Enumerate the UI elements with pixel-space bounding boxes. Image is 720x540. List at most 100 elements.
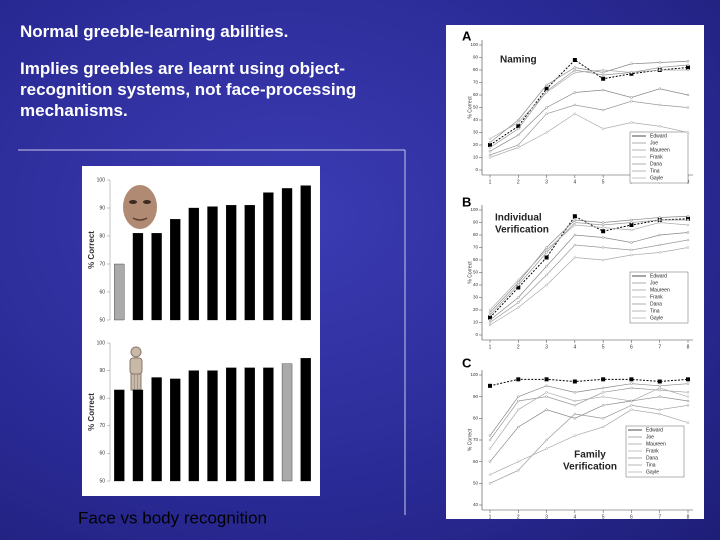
series-line	[489, 113, 689, 158]
data-point	[545, 246, 548, 249]
data-point	[488, 146, 492, 149]
x-tick-label: 2	[517, 344, 520, 350]
data-point	[630, 399, 633, 403]
data-point	[517, 296, 520, 299]
data-point	[658, 251, 661, 254]
data-point	[516, 124, 521, 129]
y-tick-label: 60	[473, 257, 479, 262]
bar	[151, 377, 162, 482]
x-tick-label: 3	[545, 514, 548, 520]
bar	[114, 389, 125, 482]
data-point	[573, 91, 577, 94]
y-tick-label: 50	[99, 478, 105, 484]
chart-title: Naming	[500, 55, 537, 66]
data-point	[686, 63, 690, 67]
data-point	[601, 127, 605, 130]
data-point	[545, 83, 548, 87]
y-tick-label: 80	[99, 233, 105, 239]
y-axis-label: % Correct	[87, 231, 96, 269]
data-point	[573, 218, 577, 222]
legend-label: Edward	[646, 427, 663, 433]
series-line	[489, 219, 688, 316]
data-point	[630, 253, 633, 257]
legend-label: Gayle	[650, 315, 663, 321]
data-point	[601, 76, 606, 81]
series-line	[489, 404, 689, 484]
legend-label: Tina	[650, 168, 660, 174]
series-line	[489, 60, 689, 143]
data-point	[488, 321, 492, 324]
data-point	[630, 241, 633, 244]
legend-label: Joe	[646, 434, 654, 440]
y-tick-label: 20	[473, 307, 479, 312]
series-line	[489, 232, 689, 321]
data-point	[573, 71, 577, 74]
data-point	[516, 377, 521, 382]
y-tick-label: 80	[99, 396, 105, 402]
data-point	[517, 460, 520, 463]
data-point	[488, 153, 492, 157]
data-point	[517, 399, 520, 403]
bar	[151, 233, 162, 321]
y-tick-label: 60	[99, 451, 105, 457]
data-point	[545, 91, 548, 94]
data-point	[601, 221, 605, 224]
y-tick-label: 60	[473, 459, 479, 464]
y-tick-label: 90	[99, 368, 105, 374]
y-tick-label: 50	[99, 317, 105, 323]
data-point	[601, 236, 605, 239]
bar	[263, 192, 274, 321]
legend-label: Gayle	[650, 175, 663, 181]
data-point	[544, 377, 549, 382]
data-point	[686, 68, 690, 72]
y-tick-label: 90	[99, 205, 105, 211]
data-point	[630, 71, 633, 74]
bar	[188, 207, 200, 321]
data-point	[630, 408, 633, 411]
data-point	[658, 384, 661, 388]
x-tick-label: 4	[573, 514, 576, 520]
data-point	[488, 434, 492, 437]
data-point	[686, 65, 690, 70]
series-line	[489, 222, 689, 311]
x-tick-label: 5	[602, 514, 605, 520]
data-point	[686, 377, 690, 382]
data-point	[686, 246, 690, 249]
data-point	[517, 469, 520, 472]
bar	[300, 358, 311, 482]
data-point	[488, 137, 492, 140]
y-tick-label: 90	[473, 220, 479, 225]
series-line	[489, 69, 688, 140]
data-point	[573, 399, 577, 403]
data-point	[658, 66, 661, 69]
bar	[281, 363, 293, 482]
data-point	[629, 223, 634, 227]
data-point	[601, 229, 606, 234]
y-tick-label: 100	[97, 177, 106, 183]
bar	[225, 367, 237, 482]
series-line	[489, 378, 689, 387]
data-point	[517, 127, 520, 130]
data-point	[488, 323, 492, 327]
y-axis-label: % Correct	[467, 96, 473, 119]
chart-title: Family	[574, 450, 606, 461]
series-line	[489, 247, 689, 326]
legend-label: Maureen	[650, 147, 670, 153]
data-point	[545, 447, 548, 450]
data-point	[686, 238, 690, 242]
series-line	[489, 409, 689, 475]
chart-title: Verification	[563, 462, 617, 473]
data-point	[517, 301, 520, 304]
data-point	[686, 106, 690, 109]
x-tick-label: 7	[658, 514, 661, 520]
data-point	[658, 408, 661, 411]
y-tick-label: 20	[473, 142, 479, 147]
series-line	[489, 64, 689, 148]
y-tick-label: 70	[99, 423, 105, 429]
data-point	[517, 281, 520, 284]
data-point	[658, 395, 661, 398]
data-point	[686, 60, 690, 63]
data-point	[630, 100, 633, 103]
y-tick-label: 40	[473, 117, 479, 122]
